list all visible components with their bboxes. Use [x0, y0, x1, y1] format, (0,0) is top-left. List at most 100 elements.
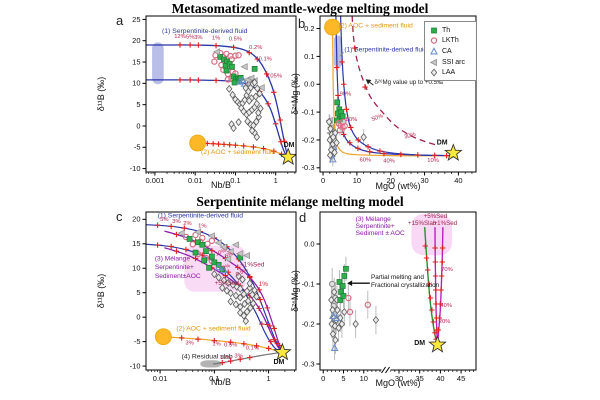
svg-text:0: 0	[321, 176, 325, 185]
annotation: +5%Sed	[215, 280, 240, 287]
annotation: 3%	[234, 354, 242, 360]
legend-item-lkth: LKTh	[428, 36, 476, 47]
panel-c-ylabel: δ¹¹B (‰)	[96, 273, 106, 309]
svg-text:0.2: 0.2	[304, 24, 314, 33]
svg-text:10: 10	[353, 176, 361, 185]
svg-text:-10: -10	[130, 361, 141, 370]
panel-b-ylabel: δ²⁶Mg (‰)	[290, 73, 300, 115]
legend-item-label: SSI arc	[442, 58, 465, 66]
svg-text:10: 10	[132, 79, 140, 88]
legend-item-ssi-arc: SSI arc	[428, 57, 476, 68]
svg-text:-0.1: -0.1	[302, 108, 315, 117]
annotation: 0.2%	[249, 45, 262, 51]
annotation: 60%	[360, 158, 372, 164]
svg-text:5: 5	[136, 288, 140, 297]
svg-text:-5: -5	[134, 143, 141, 152]
panel-c-label: c	[116, 209, 123, 224]
curve-melange-5sed	[164, 247, 283, 353]
annotation: 0.1%	[246, 345, 259, 351]
annotation: DM	[284, 142, 295, 149]
residual-slab-field	[200, 360, 222, 368]
serpentinite-fluid-range	[333, 35, 342, 68]
figure-title-bottom: Serpentinite mélange melting model	[196, 194, 404, 209]
annotation: 1%	[212, 35, 220, 41]
annotation: 5%	[186, 35, 194, 41]
svg-text:35: 35	[416, 374, 424, 383]
panel-b-label: b	[298, 16, 306, 31]
annotation: +15%Slab	[408, 220, 437, 227]
svg-text:30: 30	[420, 176, 428, 185]
annotation: (1) Serpentinite-derived fluid	[158, 212, 244, 219]
annotation: δ²⁶Mg value up to +0.5‰	[374, 79, 444, 86]
svg-text:15: 15	[132, 239, 140, 248]
svg-text:0.01: 0.01	[188, 176, 203, 185]
annotation: 0.5%	[235, 267, 249, 278]
dm-star	[273, 342, 292, 361]
svg-text:40: 40	[436, 374, 444, 383]
dm-star	[278, 147, 296, 166]
panel-d-ylabel: δ²⁶Mg (‰)	[290, 270, 300, 312]
annotation: (2) AOC + sediment fluid	[201, 149, 275, 156]
svg-text:45: 45	[457, 374, 465, 383]
square-icon	[431, 27, 437, 34]
scatter-LAA	[211, 270, 260, 326]
annotation: +1%Sed	[434, 220, 458, 227]
curve-serpentinite-fluid-2	[340, 16, 453, 157]
svg-text:5: 5	[136, 100, 140, 109]
annotation: (1) Serpentinite-derived fluid	[344, 46, 427, 53]
svg-text:-0.2: -0.2	[302, 135, 315, 144]
legend-item-ca: CA	[428, 46, 476, 57]
curve-serpentinite-fluid-lower	[146, 79, 289, 158]
svg-text:-10: -10	[130, 164, 141, 173]
svg-text:-0.1: -0.1	[302, 279, 315, 288]
panel-b-xlabel: MgO (wt%)	[375, 181, 421, 191]
annotation: Partial melting and	[371, 274, 424, 281]
annotation: 90%	[340, 91, 352, 97]
annotation: 10%	[220, 355, 232, 361]
annotation: 10%	[427, 158, 439, 164]
scatter-LKTh	[345, 294, 372, 316]
annotation: (2) AOC + sediment fluid	[339, 23, 413, 30]
scatter-LAA	[225, 78, 264, 142]
annotation: 0.5%	[224, 342, 237, 348]
annotation: 1%	[212, 341, 220, 347]
annotation: 20%	[439, 319, 451, 325]
svg-text:0.0: 0.0	[304, 80, 314, 89]
annotation: 0.1%	[259, 56, 272, 62]
svg-text:20: 20	[132, 215, 140, 224]
svg-text:30: 30	[395, 374, 403, 383]
legend-item-laa: LAA	[428, 67, 476, 78]
panel-b-plot: (2) AOC + sediment fluid (1) Serpentinite…	[302, 15, 477, 185]
svg-text:0.0: 0.0	[304, 239, 314, 248]
legend-item-th: Th	[428, 25, 476, 36]
svg-text:0: 0	[136, 121, 140, 130]
panel-d-xlabel: MgO (wt%)	[375, 378, 421, 388]
svg-text:10: 10	[132, 264, 140, 273]
annotation: +5%Sed	[424, 213, 448, 220]
annotation: (2) AOC + sediment fluid	[176, 325, 250, 332]
triangle-icon	[430, 47, 438, 55]
aoc-sediment-source	[189, 134, 207, 152]
annotation: Serpentinite+	[155, 264, 194, 271]
annotation: Sediment ± AOC	[356, 230, 405, 237]
scatter-Th	[217, 54, 258, 86]
scatter-CA	[214, 262, 228, 274]
legend-item-label: LKTh	[442, 37, 459, 45]
annotation: (4) Residual slab	[182, 353, 233, 360]
scatter-Th	[334, 99, 346, 124]
svg-text:15: 15	[132, 57, 140, 66]
svg-text:1: 1	[274, 176, 278, 185]
annotation: DM	[273, 359, 284, 366]
annotation: Sediment±AOC	[155, 273, 201, 280]
svg-text:40: 40	[454, 176, 462, 185]
svg-text:0.01: 0.01	[153, 374, 168, 383]
circle-icon	[430, 37, 438, 45]
tri-left-icon	[429, 58, 437, 66]
annotation: Serpentinite+	[356, 223, 395, 230]
annotation: (3) Mélange	[356, 216, 392, 223]
svg-text:0.001: 0.001	[146, 176, 165, 185]
annotation: +1%Sed	[240, 261, 265, 268]
